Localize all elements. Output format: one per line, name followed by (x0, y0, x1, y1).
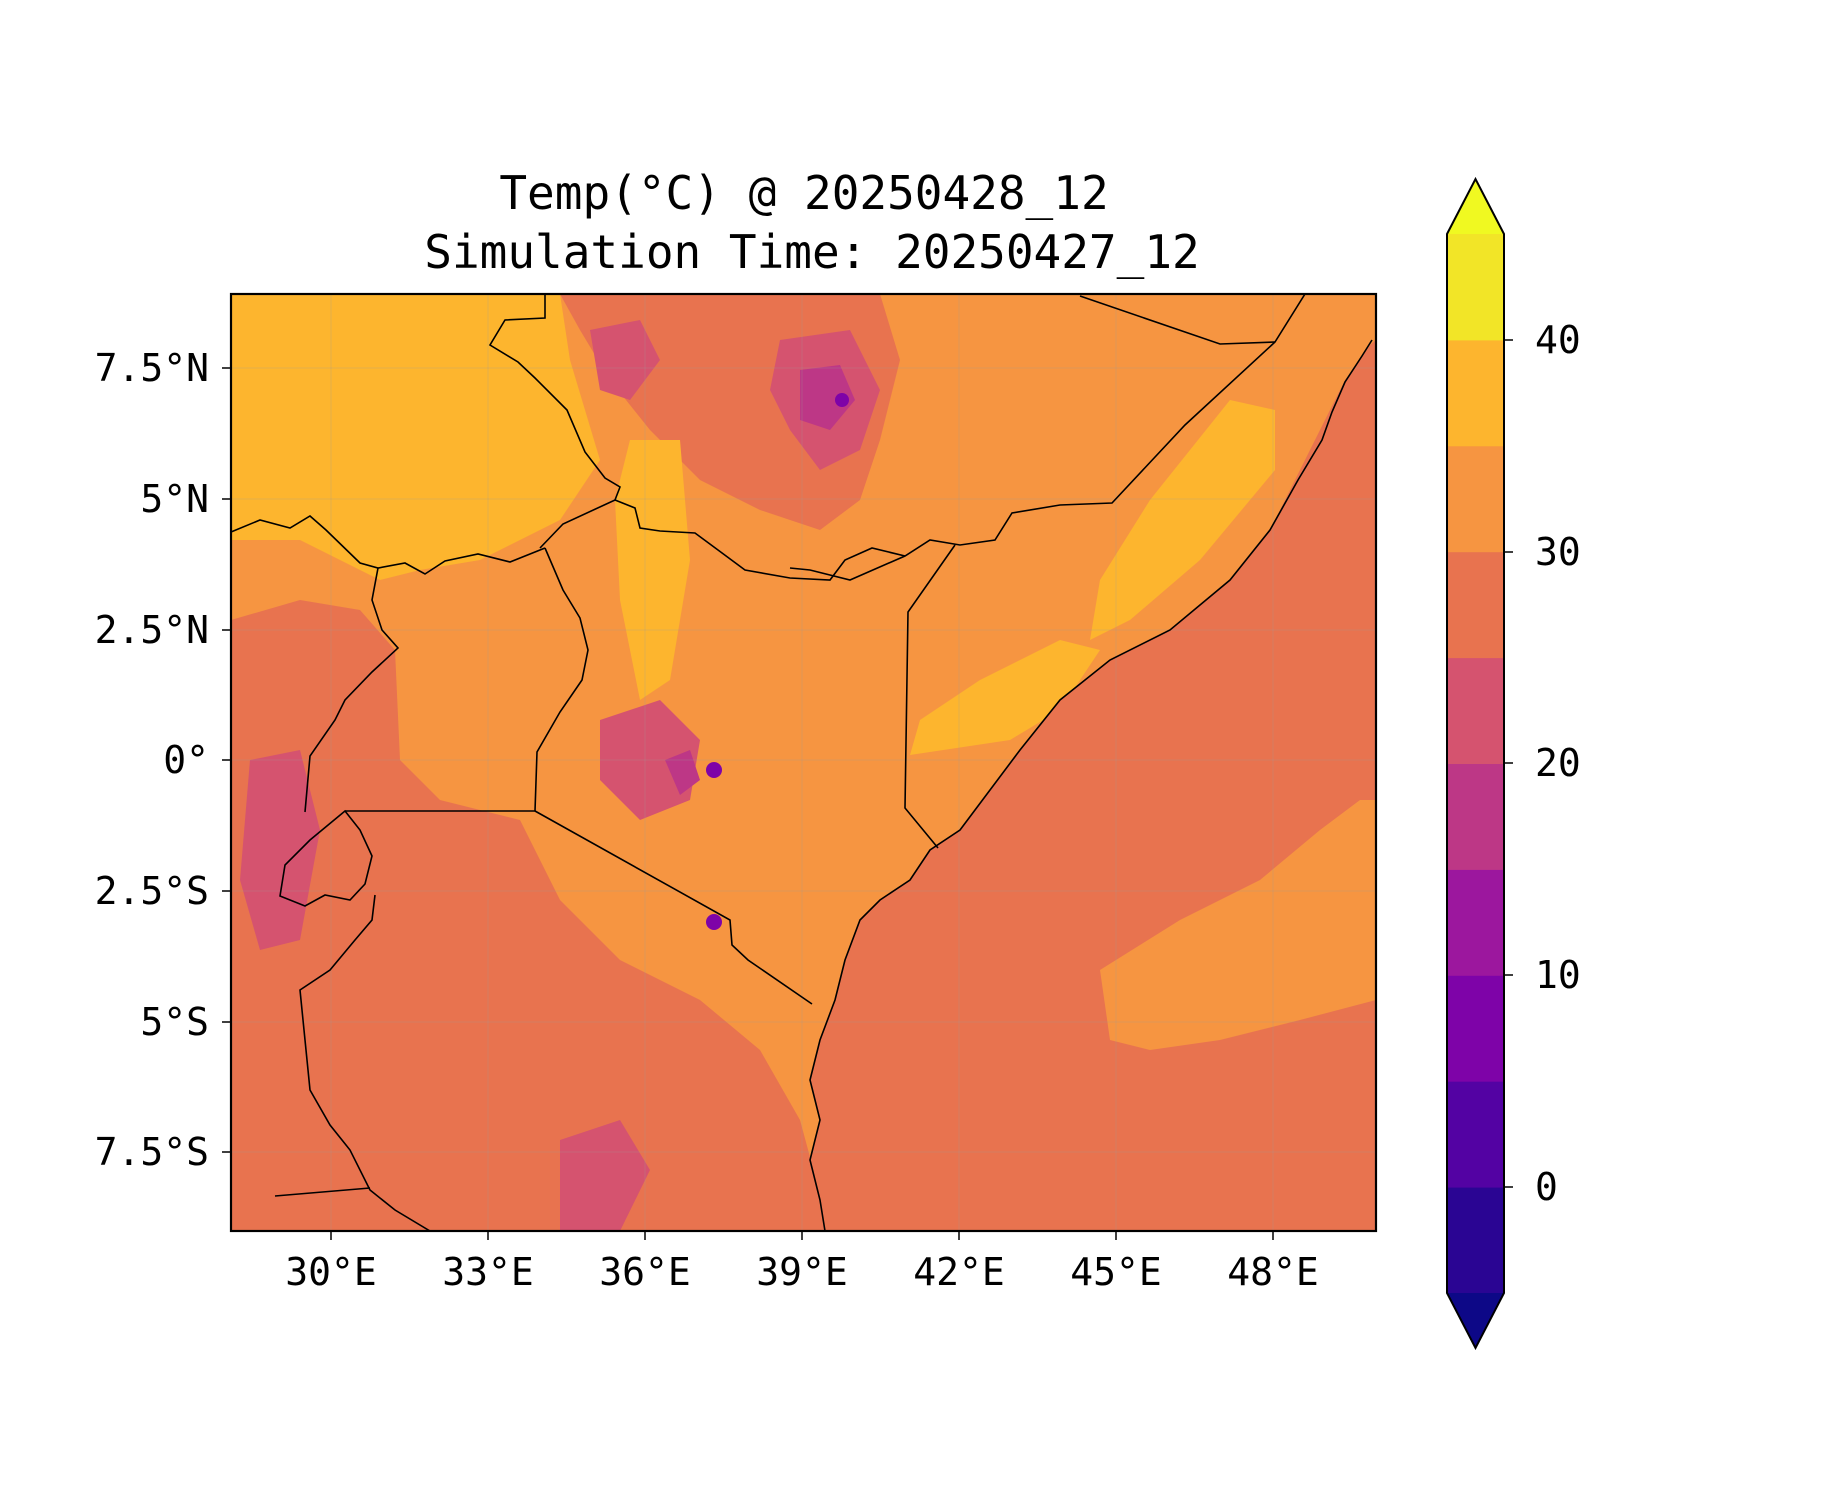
borders (231, 294, 1373, 1231)
colorbar-band (1447, 1187, 1504, 1294)
border-rwanda-burundi (279, 809, 373, 907)
map-frame (229, 292, 1378, 1233)
temp-region-20-25-tz-south (560, 1120, 650, 1231)
colorbar-band (1447, 975, 1504, 1082)
x-tick-label-30e: 30°E (285, 1250, 377, 1294)
temp-region-20-25-kenya-hl (600, 700, 700, 820)
y-tick-label-7-5s: 7.5°S (95, 1130, 209, 1174)
temp-region-10-15-kilimanjaro (706, 914, 722, 930)
border-tanzania-south (274, 1187, 371, 1197)
colorbar (1446, 176, 1505, 1351)
x-axis: 30°E 33°E 36°E 39°E 42°E 45°E 48°E (285, 1231, 1319, 1294)
border-uganda-kenya (534, 547, 589, 812)
x-tick-label-33e: 33°E (442, 1250, 534, 1294)
colorbar-extend-max (1447, 179, 1504, 234)
x-tick-label-48e: 48°E (1227, 1250, 1319, 1294)
border-kenya-ethiopia (539, 499, 906, 581)
border-kenya-somalia (904, 544, 956, 849)
colorbar-extend-min (1447, 1293, 1504, 1348)
colorbar-band (1447, 1081, 1504, 1188)
title-line1: Temp(°C) @ 20250428_12 (499, 166, 1108, 220)
colorbar-band (1447, 657, 1504, 764)
y-axis: 7.5°N 5°N 2.5°N 0° 2.5°S 5°S 7.5°S (95, 346, 231, 1174)
border-sudan (488, 294, 621, 501)
temp-region-25-30-southwest (231, 600, 830, 1231)
border-tanzania-west (299, 894, 431, 1231)
title-line2: Simulation Time: 20250427_12 (424, 225, 1199, 279)
y-tick-label-2-5n: 2.5°N (95, 608, 209, 652)
colorbar-outline (1446, 176, 1505, 1351)
y-tick-label-7-5n: 7.5°N (95, 346, 209, 390)
y-tick-label-0: 0° (163, 738, 209, 782)
colorbar-band (1447, 763, 1504, 870)
colorbar-tick-20: 20 (1535, 741, 1581, 785)
map-panel (231, 294, 1376, 1231)
temp-region-20-25-highlands (590, 320, 660, 400)
temp-region-10-15-mt-kenya (706, 762, 722, 778)
colorbar-tick-40: 40 (1535, 318, 1581, 362)
temp-region-35-40-lake (615, 440, 690, 700)
temp-region-10-15-ethiopia (835, 393, 849, 407)
x-tick-label-45e: 45°E (1070, 1250, 1162, 1294)
colorbar-band (1447, 445, 1504, 553)
temp-region-35-40-somalia (1090, 400, 1275, 640)
colorbar-band (1447, 339, 1504, 447)
temp-region-20-25-rift-west (240, 750, 320, 950)
colorbar-tick-30: 30 (1535, 530, 1581, 574)
colorbar-band (1447, 869, 1504, 976)
ocean-warm-patch (1100, 800, 1376, 1050)
border-kenya-tanzania (534, 810, 813, 1005)
temp-region-15-20-ethiopia (800, 365, 855, 430)
y-tick-label-5s: 5°S (140, 1000, 209, 1044)
border-ethiopia-north (1079, 295, 1276, 345)
x-tick-label-36e: 36°E (599, 1250, 691, 1294)
colorbar-ticks: 0 10 20 30 40 (1504, 318, 1581, 1209)
colorbar-tick-0: 0 (1535, 1165, 1558, 1209)
colorbar-band (1447, 551, 1504, 659)
colorbar-band (1447, 234, 1504, 341)
temp-region-35-40-sudan (231, 294, 600, 580)
y-tick-label-2-5s: 2.5°S (95, 869, 209, 913)
border-somalia-ethiopia (789, 294, 1306, 581)
x-tick-label-42e: 42°E (913, 1250, 1005, 1294)
x-tick-label-39e: 39°E (756, 1250, 848, 1294)
temp-region-15-20-kenya (665, 750, 700, 795)
y-tick-label-5n: 5°N (140, 477, 209, 521)
map-grid (231, 294, 1376, 1231)
colorbar-tick-10: 10 (1535, 953, 1581, 997)
temp-region-35-40-coast (910, 640, 1100, 755)
coastline (809, 339, 1373, 1231)
border-uganda (304, 567, 400, 813)
